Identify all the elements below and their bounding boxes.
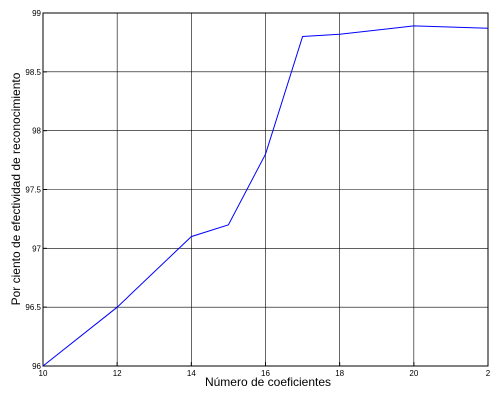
x-tick-label: 18 (335, 369, 344, 378)
y-axis-label: Por ciento de efectividad de reconocimie… (9, 72, 23, 305)
x-tick-label: 20 (409, 369, 418, 378)
x-axis-ticks: 10 12 14 16 18 20 2 (39, 362, 491, 378)
y-tick-label: 96 (32, 362, 41, 371)
series-line (42, 25, 489, 367)
x-tick-label: 12 (113, 369, 122, 378)
y-tick-label: 97 (32, 244, 41, 253)
grid-lines (43, 13, 488, 366)
x-tick-label: 2 (486, 369, 491, 378)
x-tick-label: 10 (39, 369, 48, 378)
y-tick-label: 99 (32, 9, 41, 18)
y-tick-label: 97.5 (25, 186, 41, 195)
y-axis-ticks: 96 96.5 97 97.5 98 98.5 99 (25, 9, 47, 371)
x-tick-label: 14 (187, 369, 196, 378)
y-tick-label: 98 (32, 127, 41, 136)
x-tick-label: 16 (261, 369, 270, 378)
x-axis-label: Número de coeficientes (205, 375, 331, 389)
series-group (42, 25, 489, 367)
y-tick-label: 98.5 (25, 68, 41, 77)
y-tick-label: 96.5 (25, 303, 41, 312)
